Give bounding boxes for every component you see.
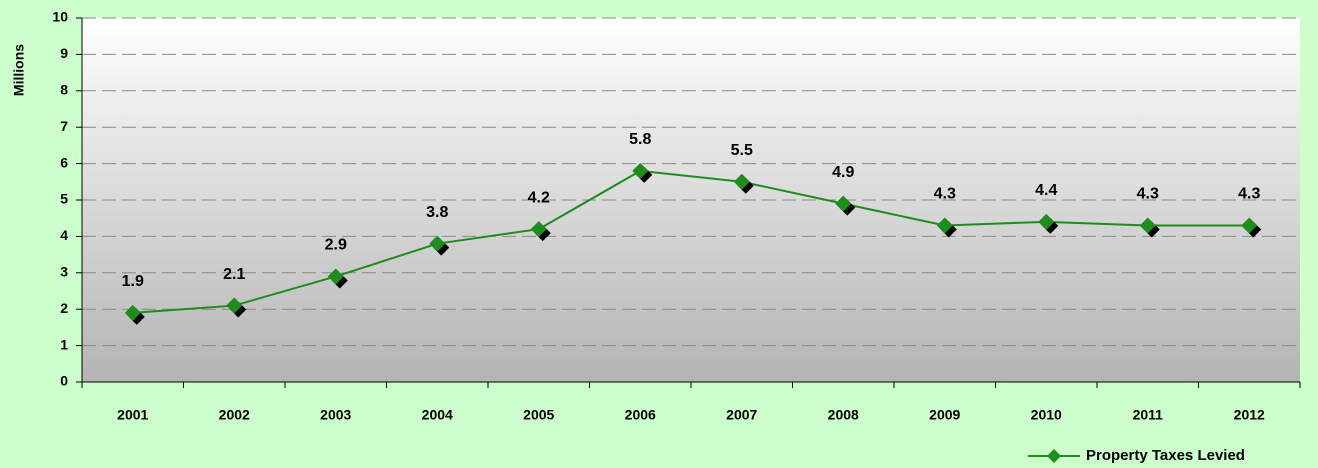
x-tick-label: 2001 — [117, 407, 148, 423]
marker — [936, 217, 953, 234]
data-label: 4.2 — [528, 189, 550, 206]
data-label: 2.1 — [223, 266, 245, 283]
x-tick-label: 2011 — [1133, 407, 1164, 423]
data-label: 3.8 — [426, 204, 448, 221]
x-tick-label: 2007 — [726, 407, 757, 423]
legend-marker — [1047, 449, 1061, 463]
marker — [530, 221, 547, 238]
data-label: 5.5 — [731, 142, 753, 159]
marker — [1038, 213, 1055, 230]
marker — [1139, 217, 1156, 234]
marker — [429, 235, 446, 252]
legend-label: Property Taxes Levied — [1086, 447, 1245, 464]
data-label: 4.3 — [1238, 186, 1260, 203]
data-label: 4.9 — [832, 164, 854, 181]
marker — [124, 304, 141, 321]
x-tick-label: 2010 — [1031, 407, 1062, 423]
line — [132, 169, 1250, 314]
y-tick-label: 7 — [60, 118, 68, 134]
y-tick-label: 8 — [60, 82, 68, 98]
y-axis-label: Millions — [11, 44, 27, 96]
x-tick-label: 2006 — [625, 407, 656, 423]
y-tick-label: 10 — [52, 9, 68, 25]
marker — [835, 195, 852, 212]
marker — [226, 297, 243, 314]
x-tick-label: 2005 — [523, 407, 554, 423]
x-tick-label: 2002 — [219, 407, 250, 423]
y-tick-label: 9 — [60, 45, 68, 61]
y-tick-label: 4 — [60, 227, 68, 243]
marker — [632, 162, 649, 179]
marker — [1241, 217, 1258, 234]
x-tick-label: 2003 — [320, 407, 351, 423]
y-tick-label: 1 — [60, 336, 68, 352]
x-tick-label: 2012 — [1234, 407, 1265, 423]
y-tick-label: 6 — [60, 154, 68, 170]
marker — [327, 268, 344, 285]
y-tick-label: 0 — [60, 373, 68, 389]
data-label: 4.4 — [1035, 182, 1057, 199]
x-tick-label: 2008 — [828, 407, 859, 423]
x-tick-label: 2009 — [929, 407, 960, 423]
marker — [733, 173, 750, 190]
y-tick-label: 2 — [60, 300, 68, 316]
data-label: 2.9 — [325, 237, 347, 254]
data-label: 4.3 — [1137, 186, 1159, 203]
data-label: 1.9 — [122, 273, 144, 290]
data-label: 5.8 — [629, 131, 651, 148]
y-tick-label: 3 — [60, 264, 68, 280]
x-tick-label: 2004 — [422, 407, 453, 423]
data-label: 4.3 — [934, 186, 956, 203]
y-tick-label: 5 — [60, 191, 68, 207]
